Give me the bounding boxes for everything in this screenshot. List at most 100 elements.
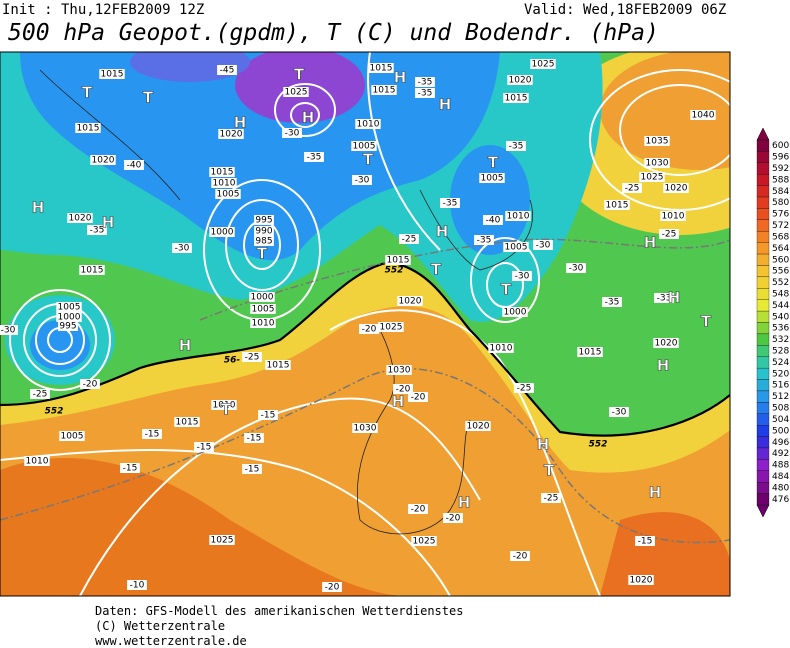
contour-label: 56- <box>224 356 241 366</box>
isobar-label: 1025 <box>532 60 555 70</box>
temperature-label: -30 <box>175 244 190 254</box>
isobar-label: 1005 <box>353 142 376 152</box>
isobar-label-group: 1030 <box>386 365 412 376</box>
isobar-label: 1005 <box>481 174 504 184</box>
temperature-label-box <box>566 263 586 273</box>
isobar-label: 1010 <box>26 457 49 467</box>
footer-copyright: (C) Wetterzentrale <box>95 619 225 633</box>
temperature-label-box <box>483 215 503 225</box>
isobar-label: 1010 <box>507 212 530 222</box>
pressure-center: T <box>701 313 712 331</box>
colorbar-swatch <box>756 345 770 357</box>
temperature-label-box <box>142 429 162 439</box>
temperature-label-box <box>474 235 494 245</box>
colorbar-label: 528 <box>772 347 789 357</box>
isobar-label-group: 1010 <box>505 211 531 222</box>
temperature-label: -35 <box>307 153 322 163</box>
isobar-label-box <box>378 322 404 332</box>
colorbar-swatch <box>756 470 770 483</box>
temperature-label-group: -35 <box>506 141 526 152</box>
temperature-label-group: -30 <box>0 325 18 336</box>
colorbar-label: 496 <box>772 438 789 448</box>
isobar-label-group: 995 <box>254 215 274 226</box>
isobar-label-box <box>209 227 235 237</box>
isobar-label-box <box>254 215 274 225</box>
isobar-label: 1030 <box>388 366 411 376</box>
temperature-label-group: -25 <box>242 352 262 363</box>
temperature-label-group: -20 <box>443 513 463 524</box>
colorbar-swatch <box>756 493 770 506</box>
isobar-label-box <box>250 304 276 314</box>
isobar-label: 1000 <box>58 313 81 323</box>
temperature-label-group: -20 <box>408 392 428 403</box>
isobar-label-group: 1020 <box>465 421 491 432</box>
isobar-label: 1020 <box>509 76 532 86</box>
temperature-label: -30 <box>515 272 530 282</box>
isobar-label-box <box>644 158 670 168</box>
isobar-label-box <box>411 536 437 546</box>
colorbar-label: 548 <box>772 289 789 299</box>
isobar-label: 1025 <box>285 88 308 98</box>
isobar-label-box <box>211 400 237 410</box>
isobar-label-group: 1010 <box>488 343 514 354</box>
temperature-label-group: -25 <box>541 493 561 504</box>
temperature-label-box <box>533 240 553 250</box>
isobar-label-group: 1010 <box>211 178 237 189</box>
temperature-label: -15 <box>247 434 262 444</box>
isobar-label-group: 1000 <box>502 307 528 318</box>
pressure-center: H <box>179 337 192 355</box>
isobar-label: 990 <box>255 227 272 237</box>
temperature-label-box <box>322 582 342 592</box>
isobar-label-box <box>56 302 82 312</box>
pressure-center: T <box>82 84 93 102</box>
isobar-label-box <box>604 200 630 210</box>
isobar-label-box <box>250 318 276 328</box>
isobar-label: 1025 <box>211 536 234 546</box>
temperature-label: -25 <box>662 230 677 240</box>
isobar-label-box <box>577 347 603 357</box>
temperature-label: -20 <box>396 385 411 395</box>
pressure-center: T <box>431 261 442 279</box>
isobar-label-group: 1020 <box>90 155 116 166</box>
isobar-label-box <box>639 172 665 182</box>
isobar-label-box <box>628 575 654 585</box>
colorbar-label: 564 <box>772 244 789 254</box>
isobar-label-box <box>283 87 309 97</box>
isobar-label-group: 1010 <box>355 119 381 130</box>
colorbar-label: 476 <box>772 495 789 505</box>
temperature-label-box <box>510 551 530 561</box>
temperature-label-box <box>172 243 192 253</box>
temperature-label-group: -30 <box>533 240 553 251</box>
temperature-label: -30 <box>1 326 16 336</box>
colorbar-label: 552 <box>772 278 789 288</box>
colorbar-swatch <box>756 139 770 152</box>
temperature-label: -15 <box>145 430 160 440</box>
temperature-label-box <box>541 493 561 503</box>
colorbar-swatch <box>756 196 770 209</box>
isobar-label-group: 1010 <box>24 456 50 467</box>
isobar-label-group: 1000 <box>56 312 82 323</box>
isobar-label-group: 1025 <box>639 172 665 183</box>
isobar-label-group: 1005 <box>479 173 505 184</box>
isobar-label: 1040 <box>692 111 715 121</box>
temperature-label: -35 <box>443 199 458 209</box>
colorbar-swatch <box>756 482 770 494</box>
isobar-label: 1020 <box>220 130 243 140</box>
isobar-label-group: 1015 <box>79 265 105 276</box>
temperature-label-box <box>87 225 107 235</box>
colorbar-swatch <box>756 151 770 163</box>
colorbar-arrow-bottom <box>756 504 770 518</box>
temperature-label: -15 <box>245 465 260 475</box>
colorbar-label: 536 <box>772 324 789 334</box>
temperature-label: -45 <box>220 66 235 76</box>
temperature-label: -15 <box>197 443 212 453</box>
isobar-label-box <box>465 421 491 431</box>
isobar-label-group: 1015 <box>209 167 235 178</box>
isobar-label-group: 1025 <box>378 322 404 333</box>
temperature-label: -35 <box>418 89 433 99</box>
pressure-center: H <box>436 223 449 241</box>
temperature-label-box <box>258 410 278 420</box>
temperature-label-group: -15 <box>242 464 262 475</box>
colorbar-label: 576 <box>772 210 789 220</box>
isobar-label: 1010 <box>252 319 275 329</box>
